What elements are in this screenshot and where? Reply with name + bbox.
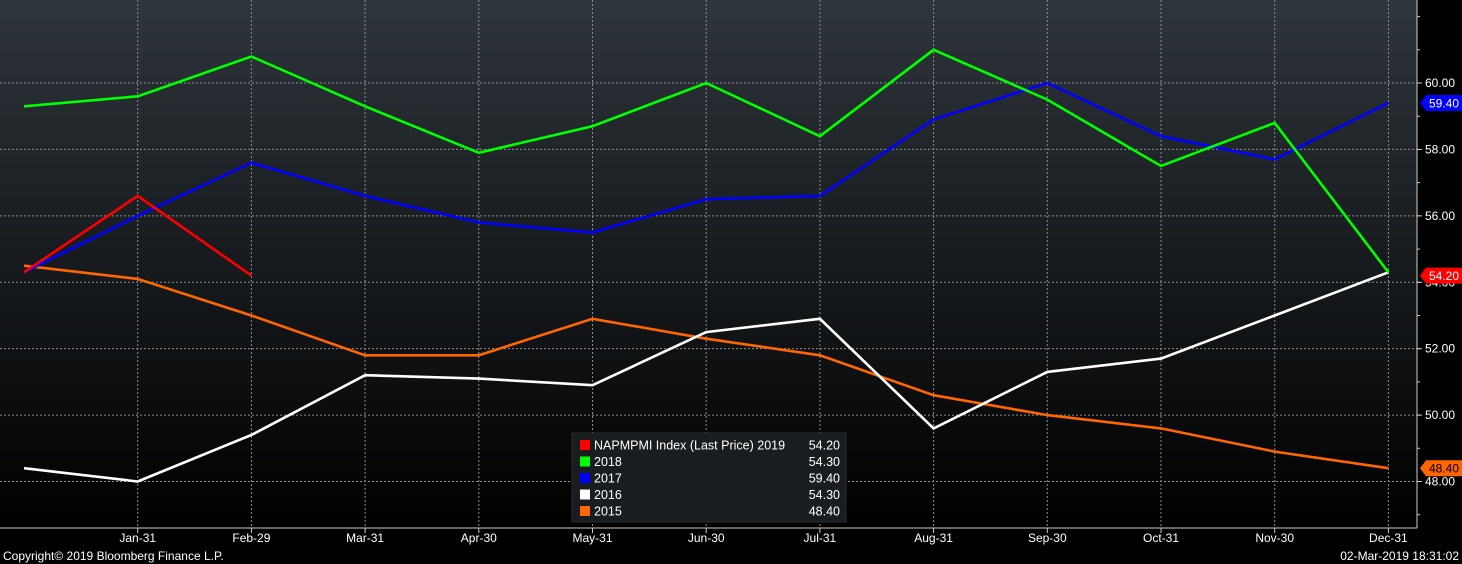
price-tag	[1420, 94, 1462, 111]
legend-label: NAPMPMI Index (Last Price) 2019	[594, 439, 785, 453]
price-tag-label: 59.40	[1429, 96, 1459, 110]
legend-value: 54.30	[809, 455, 840, 469]
x-tick-label: Nov-30	[1255, 531, 1294, 545]
price-tag-label: 54.20	[1429, 269, 1459, 283]
x-tick-label: Aug-31	[914, 531, 953, 545]
series-line	[23, 81, 1389, 274]
legend-swatch	[580, 456, 590, 467]
x-tick-label: Apr-30	[461, 531, 497, 545]
legend: NAPMPMI Index (Last Price) 2019 54.20 2018…	[571, 432, 847, 523]
series-line	[23, 194, 253, 277]
x-tick-label: Jun-30	[688, 531, 725, 545]
y-tick-label: 58.00	[1425, 142, 1455, 156]
timestamp-text: 02-Mar-2019 18:31:02	[1340, 549, 1459, 563]
legend-swatch	[580, 473, 590, 483]
y-tick-label: 56.00	[1425, 209, 1455, 223]
legend-value: 54.30	[809, 488, 840, 502]
legend-swatch	[580, 489, 590, 500]
x-tick-label: Jul-31	[804, 531, 837, 545]
copyright-text: Copyright© 2019 Bloomberg Finance L.P.	[3, 549, 224, 563]
series-line	[23, 48, 1390, 274]
x-tick-label: Oct-31	[1143, 531, 1179, 545]
legend-value: 59.40	[809, 472, 840, 486]
y-tick-label: 50.00	[1425, 408, 1455, 422]
price-tag	[1420, 460, 1462, 477]
last-price-tags: 59.40 54.20 48.40	[1420, 94, 1462, 477]
legend-swatch	[580, 440, 590, 450]
y-tick-label: 52.00	[1425, 342, 1455, 356]
x-tick-label: Mar-31	[346, 531, 384, 545]
legend-label: 2017	[594, 472, 622, 486]
x-tick-label: Feb-29	[232, 531, 270, 545]
x-tick-label: May-31	[572, 531, 612, 545]
footer-background	[0, 528, 1462, 564]
price-tag-label: 48.40	[1429, 462, 1459, 476]
x-tick-label: Dec-31	[1369, 531, 1408, 545]
x-tick-label: Sep-30	[1028, 531, 1067, 545]
y-tick-label: 48.00	[1425, 475, 1455, 489]
legend-value: 48.40	[809, 505, 840, 519]
x-axis: Jan-31 Feb-29 Mar-31 Apr-30 May-31 Jun-30 Jul-…	[0, 527, 1417, 545]
legend-label: 2015	[594, 505, 622, 519]
y-tick-label: 60.00	[1425, 76, 1455, 90]
legend-label: 2018	[594, 455, 622, 469]
series-lines	[23, 48, 1390, 483]
series-line	[23, 264, 1389, 470]
x-tick-label: Jan-31	[119, 531, 156, 545]
legend-label: 2016	[594, 488, 622, 502]
legend-box	[571, 432, 847, 523]
series-line	[23, 271, 1389, 483]
legend-swatch	[580, 506, 590, 516]
price-tag	[1420, 267, 1462, 284]
legend-value: 54.20	[809, 439, 840, 453]
